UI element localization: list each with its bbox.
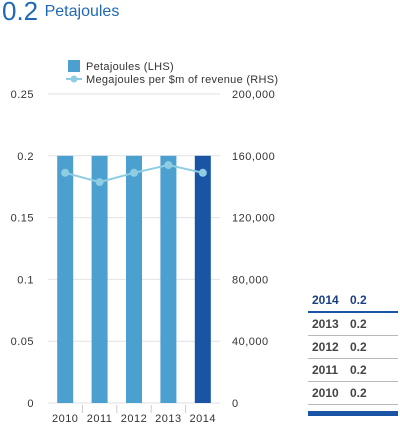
bar (160, 155, 177, 403)
summary-row: 2010 0.2 (308, 382, 398, 405)
x-axis-tick-label: 2012 (121, 413, 147, 425)
x-axis-tick-label: 2014 (190, 413, 216, 425)
line-point (198, 168, 207, 177)
legend-label: Petajoules (LHS) (86, 61, 174, 73)
line-point (164, 161, 173, 170)
right-axis-tick-label: 200,000 (232, 89, 275, 101)
left-axis-tick-label: 0.2 (17, 151, 34, 163)
summary-value: 0.2 (350, 363, 367, 377)
bar (126, 155, 142, 403)
summary-row: 2012 0.2 (308, 336, 398, 359)
headline-value: 0.2 (2, 0, 39, 26)
summary-row: 2014 0.2 (308, 289, 398, 313)
summary-year: 2013 (312, 317, 339, 331)
legend-label: Megajoules per $m of revenue (RHS) (86, 74, 278, 86)
left-axis-tick-label: 0.15 (11, 213, 34, 225)
legend-line-marker (70, 75, 78, 83)
x-axis-tick-label: 2011 (87, 413, 113, 425)
bar (194, 155, 211, 403)
left-axis-tick-label: 0 (27, 398, 34, 410)
summary-value: 0.2 (350, 340, 367, 354)
bar (91, 155, 108, 403)
left-axis-tick-label: 0.1 (17, 274, 34, 286)
right-axis-tick-label: 160,000 (232, 151, 275, 163)
headline: 0.2 Petajoules (2, 0, 119, 27)
headline-unit: Petajoules (44, 3, 120, 20)
summary-year: 2010 (312, 386, 339, 400)
summary-value: 0.2 (350, 317, 367, 331)
line-point (95, 178, 104, 187)
summary-value: 0.2 (350, 386, 367, 400)
summary-row: 2013 0.2 (308, 313, 398, 336)
legend-bar-swatch (68, 60, 80, 72)
summary-accent-bar (308, 411, 398, 416)
line-point (61, 168, 70, 177)
summary-year: 2011 (312, 363, 339, 377)
left-axis-tick-label: 0.25 (11, 89, 34, 101)
right-axis-tick-label: 120,000 (232, 213, 275, 225)
x-axis-tick-label: 2013 (155, 413, 181, 425)
left-axis-tick-label: 0.05 (11, 336, 34, 348)
summary-year: 2014 (312, 293, 339, 307)
summary-value: 0.2 (350, 293, 367, 307)
right-axis-tick-label: 80,000 (232, 274, 269, 286)
line-point (130, 168, 138, 177)
right-axis-tick-label: 0 (232, 398, 239, 410)
bar (57, 155, 74, 403)
summary-table: 2014 0.2 2013 0.2 2012 0.2 2011 0.2 2010 0.2 (308, 289, 398, 416)
right-axis-tick-label: 40,000 (232, 336, 269, 348)
x-axis-tick-label: 2010 (52, 413, 78, 425)
summary-row: 2011 0.2 (308, 359, 398, 382)
summary-year: 2012 (312, 340, 339, 354)
